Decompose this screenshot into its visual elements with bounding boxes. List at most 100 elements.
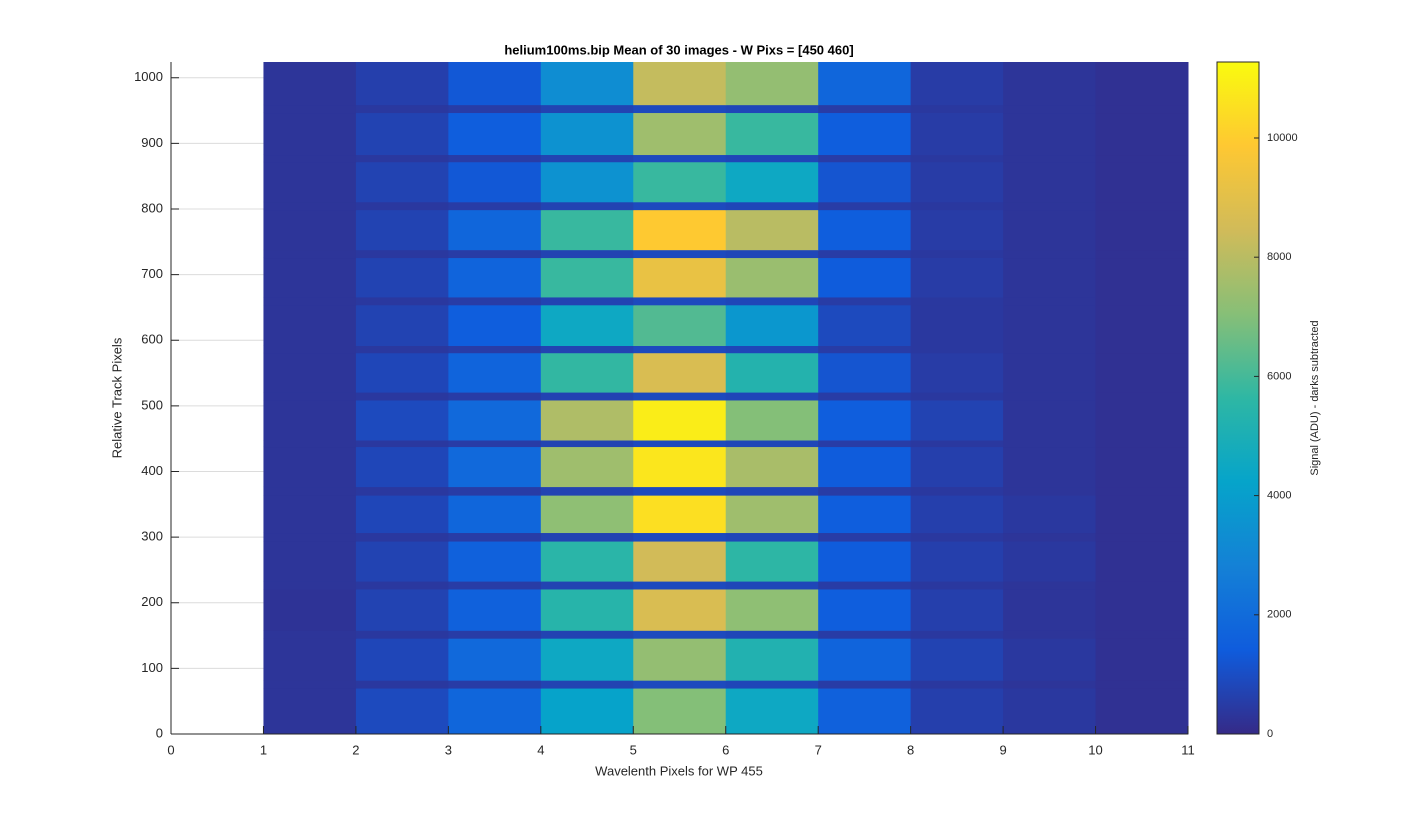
- heatmap-cell: [263, 440, 357, 448]
- heatmap-cell: [448, 392, 542, 401]
- heatmap-cell: [910, 257, 1004, 298]
- heatmap-cell: [263, 201, 357, 211]
- heatmap-cell: [725, 257, 819, 298]
- x-tick-label: 11: [1181, 742, 1195, 757]
- heatmap-cell: [818, 104, 912, 114]
- heatmap-cell: [540, 486, 634, 496]
- heatmap-cell: [1003, 440, 1097, 448]
- heatmap-cell: [1095, 392, 1189, 401]
- heatmap-cell: [818, 486, 912, 496]
- heatmap-cell: [910, 532, 1004, 542]
- heatmap-cell: [540, 352, 634, 393]
- heatmap-cell: [633, 688, 727, 735]
- x-tick-label: 0: [167, 742, 174, 757]
- heatmap-cell: [263, 638, 357, 681]
- heatmap-cell: [1003, 680, 1097, 689]
- heatmap-cell: [910, 296, 1004, 306]
- heatmap-cell: [633, 399, 727, 441]
- heatmap-cell: [910, 630, 1004, 639]
- heatmap-cell: [263, 495, 357, 534]
- heatmap-cell: [355, 638, 449, 681]
- heatmap-cell: [540, 62, 634, 106]
- heatmap-cell: [725, 249, 819, 259]
- heatmap-cell: [725, 680, 819, 689]
- heatmap-cell: [910, 638, 1004, 681]
- heatmap-cell: [540, 446, 634, 488]
- heatmap-cell: [540, 638, 634, 681]
- heatmap-cell: [540, 588, 634, 631]
- heatmap-cell: [263, 541, 357, 582]
- colorbar-label: Signal (ADU) - darks subtracted: [1309, 320, 1321, 475]
- x-tick-label: 2: [352, 742, 359, 757]
- heatmap-cell: [1095, 486, 1189, 496]
- heatmap-cell: [725, 399, 819, 441]
- heatmap-cell: [263, 446, 357, 488]
- heatmap-cell: [448, 352, 542, 393]
- heatmap-cell: [355, 62, 449, 106]
- heatmap-cell: [725, 588, 819, 631]
- heatmap-cell: [263, 680, 357, 689]
- x-tick-label: 1: [260, 742, 267, 757]
- heatmap-cell: [818, 154, 912, 163]
- heatmap-cell: [1003, 532, 1097, 542]
- heatmap-cell: [725, 638, 819, 681]
- heatmap-cell: [540, 630, 634, 639]
- heatmap-cell: [910, 680, 1004, 689]
- heatmap-cell: [448, 680, 542, 689]
- heatmap-cell: [448, 581, 542, 590]
- heatmap-cell: [633, 209, 727, 251]
- heatmap-cell: [448, 588, 542, 631]
- heatmap-cell: [448, 486, 542, 496]
- heatmap-cell: [355, 440, 449, 448]
- heatmap-cell: [633, 154, 727, 163]
- heatmap-cell: [818, 304, 912, 346]
- heatmap-cell: [1003, 201, 1097, 211]
- heatmap-cell: [1003, 392, 1097, 401]
- heatmap-cell: [448, 154, 542, 163]
- heatmap-cell: [1095, 399, 1189, 441]
- heatmap-cell: [448, 532, 542, 542]
- colorbar: [1216, 61, 1260, 735]
- heatmap-cell: [725, 154, 819, 163]
- heatmap-cell: [540, 112, 634, 156]
- heatmap-cell: [355, 392, 449, 401]
- heatmap-cell: [1003, 638, 1097, 681]
- heatmap-cell: [633, 638, 727, 681]
- heatmap-cell: [818, 257, 912, 298]
- y-tick-label: 900: [141, 135, 163, 150]
- heatmap-cell: [818, 446, 912, 488]
- heatmap-cell: [263, 304, 357, 346]
- colorbar-tick-label: 4000: [1267, 490, 1291, 502]
- heatmap-cell: [818, 209, 912, 251]
- heatmap-cell: [1095, 112, 1189, 156]
- heatmap-cell: [1003, 688, 1097, 735]
- heatmap-cell: [1003, 112, 1097, 156]
- heatmap-cell: [633, 352, 727, 393]
- heatmap-cell: [633, 62, 727, 106]
- heatmap-cell: [910, 446, 1004, 488]
- heatmap-cell: [1003, 399, 1097, 441]
- heatmap-cell: [910, 112, 1004, 156]
- heatmap-cell: [818, 581, 912, 590]
- heatmap-cell: [818, 495, 912, 534]
- heatmap-cell: [448, 630, 542, 639]
- chart-title: helium100ms.bip Mean of 30 images - W Pi…: [504, 42, 853, 57]
- heatmap-cell: [540, 541, 634, 582]
- heatmap-cell: [1095, 209, 1189, 251]
- heatmap-cell: [725, 486, 819, 496]
- heatmap-cell: [910, 399, 1004, 441]
- heatmap-cell: [818, 532, 912, 542]
- heatmap-cell: [725, 201, 819, 211]
- heatmap-cell: [725, 495, 819, 534]
- heatmap-cell: [355, 446, 449, 488]
- heatmap-cell: [818, 399, 912, 441]
- heatmap-cell: [540, 688, 634, 735]
- heatmap-cell: [448, 257, 542, 298]
- heatmap-cell: [633, 446, 727, 488]
- heatmap-cell: [633, 630, 727, 639]
- heatmap-cell: [263, 486, 357, 496]
- heatmap-cell: [1095, 688, 1189, 735]
- heatmap-cell: [540, 440, 634, 448]
- heatmap-cell: [540, 345, 634, 354]
- heatmap-cell: [263, 588, 357, 631]
